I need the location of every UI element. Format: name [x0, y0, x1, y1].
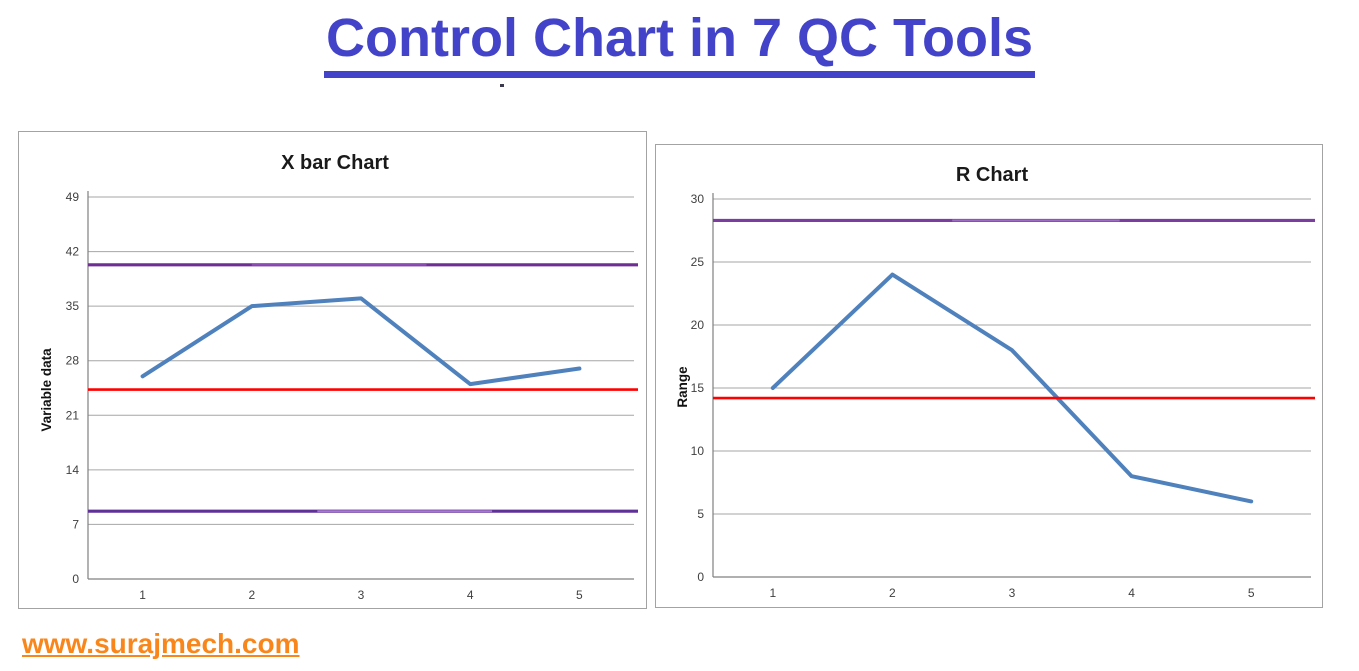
y-tick-label: 42: [66, 245, 80, 259]
y-tick-label: 21: [66, 408, 80, 422]
xbar-chart-panel: 0 7 14 21 28 35 42 49 1 2 3 4 5 X bar Chart Variable d…: [18, 131, 647, 609]
x-tick-label: 3: [1009, 586, 1016, 600]
chart-title: R Chart: [956, 164, 1029, 186]
y-tick-label: 20: [691, 318, 705, 332]
y-tick-label: 49: [66, 190, 80, 204]
x-tick-label: 1: [769, 586, 776, 600]
x-tick-label: 2: [248, 588, 255, 602]
y-tick-label: 0: [697, 570, 704, 584]
y-tick-label: 5: [697, 507, 704, 521]
sample-range-series-line: [770, 272, 1254, 504]
x-tick-label: 1: [139, 588, 146, 602]
x-tick-label: 3: [358, 588, 365, 602]
y-axis-title: Range: [675, 366, 690, 408]
y-tick-label: 10: [691, 444, 705, 458]
x-tick-label: 5: [576, 588, 583, 602]
chart-title: X bar Chart: [281, 152, 389, 174]
sample-mean-series-line: [140, 296, 582, 387]
y-tick-label: 28: [66, 354, 80, 368]
y-axis-title: Variable data: [39, 348, 54, 432]
r-chart-svg: 0 5 10 15 20 25 30 1 2 3 4 5 R Chart Range: [675, 164, 1315, 600]
x-tick-label: 4: [467, 588, 474, 602]
y-tick-label: 25: [691, 255, 705, 269]
x-tick-label: 5: [1248, 586, 1255, 600]
x-tick-label: 4: [1128, 586, 1135, 600]
y-tick-label: 35: [66, 299, 80, 313]
r-chart-panel: 0 5 10 15 20 25 30 1 2 3 4 5 R Chart Range: [655, 144, 1323, 608]
page-header: Control Chart in 7 QC Tools: [0, 8, 1359, 79]
y-tick-label: 15: [691, 381, 705, 395]
y-tick-label: 7: [72, 517, 79, 531]
x-tick-label: 2: [889, 586, 896, 600]
title-artifact-mark: [500, 84, 504, 87]
x-bar-chart-svg: 0 7 14 21 28 35 42 49 1 2 3 4 5 X bar Chart Variable d…: [39, 152, 638, 602]
y-tick-label: 14: [66, 463, 80, 477]
y-tick-label: 0: [72, 572, 79, 586]
website-link[interactable]: www.surajmech.com: [22, 628, 300, 659]
page-title: Control Chart in 7 QC Tools: [324, 8, 1035, 79]
y-tick-label: 30: [691, 192, 705, 206]
